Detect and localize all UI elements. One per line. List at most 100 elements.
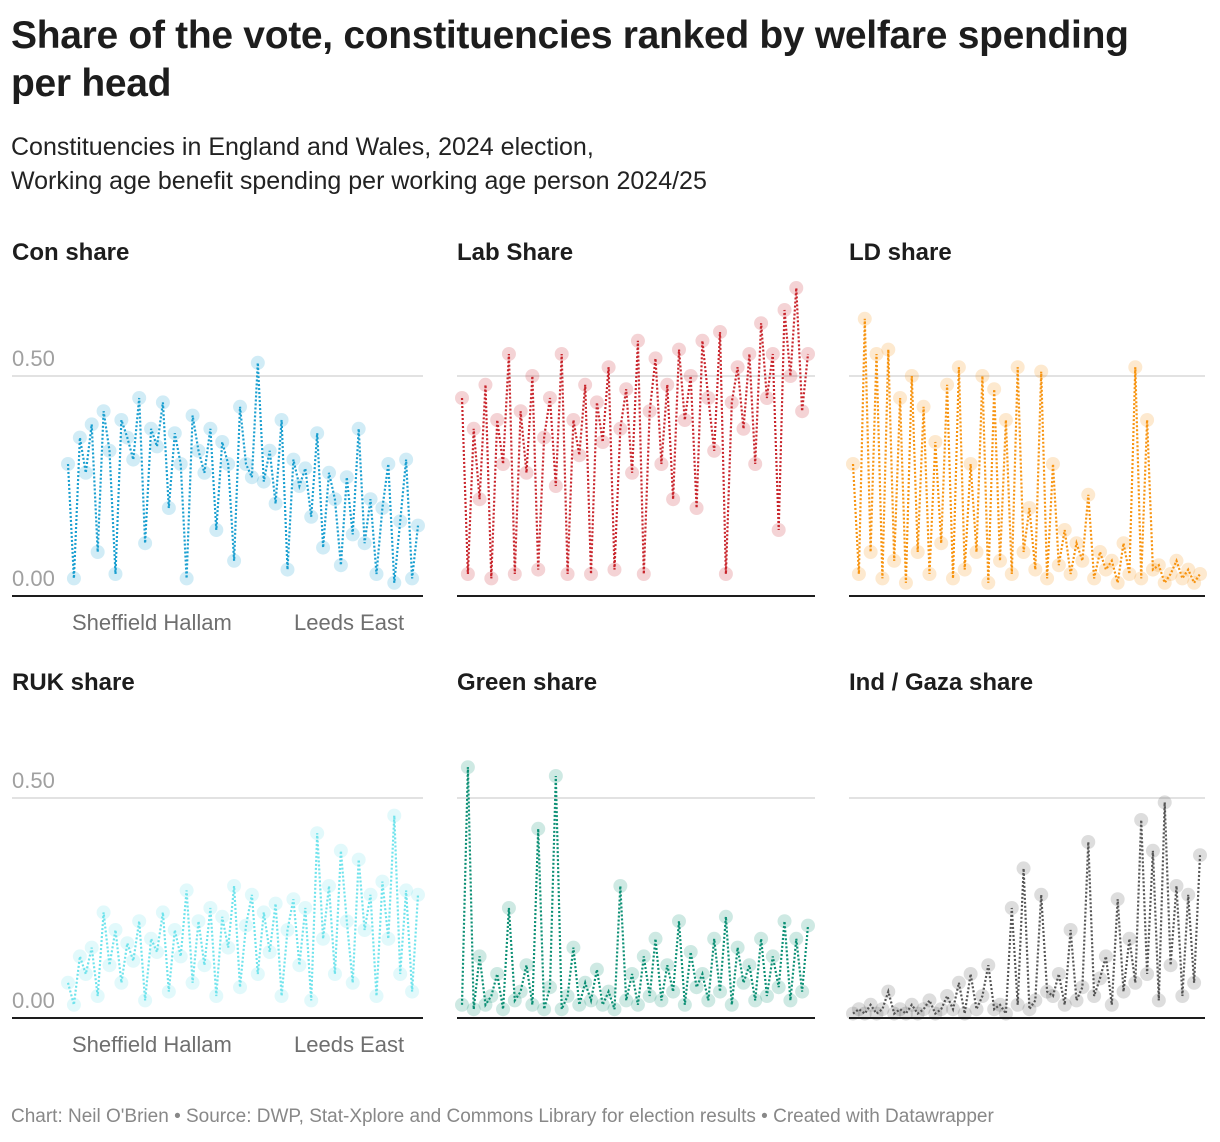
data-point: [149, 945, 164, 959]
data-point: [584, 567, 599, 581]
data-point: [940, 989, 955, 1003]
data-point: [1028, 993, 1043, 1008]
y-tick-label: 0.50: [12, 346, 55, 371]
data-point: [108, 567, 123, 581]
data-point: [72, 949, 87, 964]
data-point: [179, 571, 194, 586]
data-point: [589, 395, 604, 410]
chart-footer: Chart: Neil O'Brien • Source: DWP, Stat-…: [11, 1106, 994, 1127]
data-point: [783, 993, 798, 1008]
data-point: [572, 997, 587, 1012]
data-point: [227, 553, 242, 568]
data-point: [310, 426, 325, 441]
data-point: [250, 355, 265, 370]
data-point: [90, 545, 105, 559]
data-point: [1075, 553, 1090, 568]
data-point: [1081, 835, 1096, 849]
data-point: [754, 931, 769, 946]
data-point: [689, 980, 704, 995]
data-point: [1098, 949, 1113, 964]
data-point: [1134, 813, 1149, 827]
data-point: [795, 404, 810, 419]
data-point: [922, 993, 937, 1008]
data-point: [998, 413, 1013, 427]
data-point: [993, 553, 1008, 568]
data-point: [666, 984, 681, 999]
data-point: [963, 967, 978, 981]
data-point: [525, 369, 540, 383]
panel-title: Con share: [12, 239, 130, 266]
data-point: [531, 821, 546, 836]
data-point: [718, 909, 733, 924]
data-point: [1110, 575, 1125, 590]
y-tick-label: 0.00: [12, 988, 55, 1013]
data-point: [114, 975, 129, 990]
data-point: [537, 1002, 552, 1017]
data-point: [262, 945, 277, 959]
data-point: [126, 953, 141, 968]
data-point: [863, 545, 878, 559]
data-point: [1122, 931, 1137, 946]
data-point: [736, 975, 751, 990]
data-point: [490, 413, 505, 427]
data-point: [671, 914, 686, 929]
data-point: [1069, 993, 1084, 1008]
data-point: [789, 281, 804, 295]
data-point: [595, 435, 610, 449]
data-point: [1169, 879, 1184, 893]
x-axis-label: Leeds East: [294, 1032, 405, 1057]
data-point: [1045, 457, 1060, 471]
data-point: [934, 536, 949, 551]
data-point: [345, 975, 360, 990]
data-point: [801, 918, 815, 933]
data-point: [742, 347, 757, 361]
data-point: [689, 501, 704, 515]
data-point: [167, 923, 182, 937]
data-point: [369, 989, 384, 1003]
data-point: [138, 536, 153, 551]
data-point: [114, 413, 129, 427]
data-point: [648, 351, 663, 366]
data-point: [1093, 545, 1108, 559]
data-point: [683, 369, 698, 383]
data-point: [1116, 536, 1131, 551]
data-point: [298, 461, 313, 476]
data-point: [975, 369, 990, 383]
data-point: [851, 567, 866, 581]
data-point: [666, 492, 681, 507]
data-point: [1016, 861, 1031, 876]
data-point: [66, 571, 81, 586]
data-point: [191, 914, 206, 929]
data-point: [589, 962, 604, 977]
data-point: [1157, 795, 1172, 810]
data-point: [783, 369, 798, 383]
data-point: [351, 421, 366, 436]
data-point: [387, 808, 402, 823]
data-point: [102, 958, 117, 973]
data-point: [227, 879, 242, 893]
data-point: [1051, 967, 1066, 981]
data-point: [945, 571, 960, 586]
chart-title: Share of the vote, constituencies ranked…: [11, 14, 1129, 105]
panel-title: RUK share: [12, 669, 135, 696]
data-point: [66, 997, 81, 1012]
panel-title: Green share: [457, 669, 598, 696]
data-point: [108, 923, 123, 937]
data-point: [695, 333, 710, 348]
x-axis-label: Leeds East: [294, 610, 405, 635]
data-point: [619, 993, 634, 1008]
subtitle-line-2: Working age benefit spending per working…: [11, 167, 707, 195]
data-point: [233, 980, 248, 995]
data-point: [1057, 997, 1072, 1012]
data-point: [197, 958, 212, 973]
data-point: [351, 852, 366, 867]
data-point: [381, 457, 396, 471]
data-point: [173, 949, 188, 964]
data-point: [519, 958, 534, 973]
y-tick-label: 0.50: [12, 768, 55, 793]
data-point: [987, 382, 1002, 397]
data-point: [724, 997, 739, 1012]
data-point: [718, 567, 733, 581]
data-point: [149, 439, 164, 454]
